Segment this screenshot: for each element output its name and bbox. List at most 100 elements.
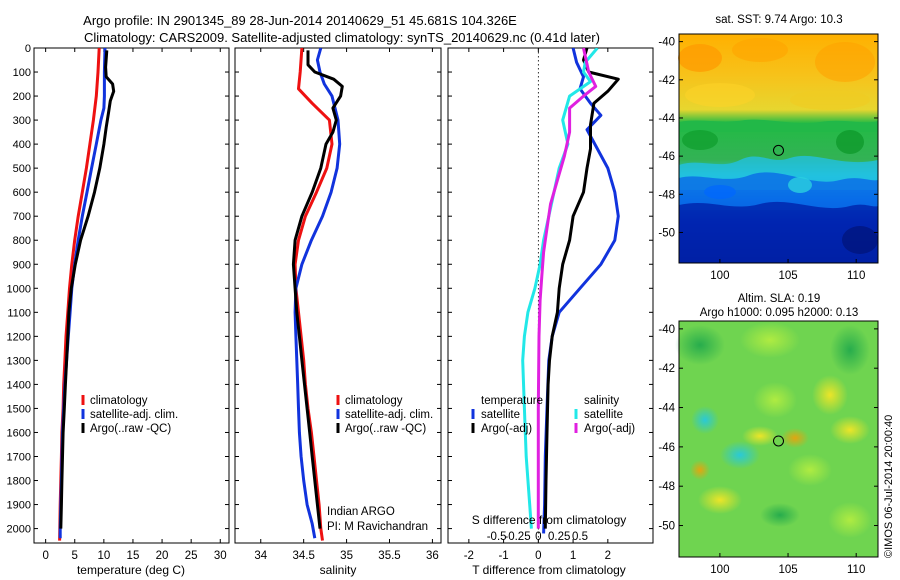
argo-location-marker [773,144,784,156]
legend-title-temperature: temperature [481,395,543,407]
legend-label: satellite-adj. clim. [90,409,178,421]
x-tick-label: 5 [72,550,78,562]
x-tick-label: 25 [185,550,198,562]
sst-map-frame [678,33,879,264]
latitude-label: -50 [658,227,675,239]
latitude-label: -44 [658,113,675,125]
legend-label: climatology [345,395,403,407]
depth-tick-label: 600 [13,187,31,199]
x-tick-label: 0 [535,550,541,562]
x-tick-label: 35 [340,550,353,562]
longitude-label: 110 [847,270,865,282]
salinity-annotation-line-1: Indian ARGO [327,506,395,518]
temperature-lines [58,48,116,541]
depth-tick-label: 400 [13,139,31,151]
x-tick-label: 35.5 [378,550,400,562]
legend-label: Argo(-adj) [584,423,635,435]
title-line-1: Argo profile: IN 2901345_89 28-Jun-2014 … [83,13,517,28]
sst-map-title: sat. SST: 9.74 Argo: 10.3 [715,14,842,26]
s-tick-label: 0.25 [548,531,570,543]
sla-map-panel: Altim. SLA: 0.19 Argo h1000: 0.095 h2000… [658,293,879,576]
latitude-label: -40 [658,324,675,336]
depth-tick-label: 1100 [7,307,31,319]
temperature-xlabel: temperature (deg C) [77,563,185,577]
temperature-axes [33,47,230,544]
argo-location-marker [773,435,784,447]
legend-label: Argo(..raw -QC) [90,423,171,435]
depth-tick-label: 1700 [7,451,31,463]
latitude-label: -44 [658,403,675,415]
longitude-label: 110 [847,564,865,576]
sst-map-axes: -40 -42 -44 -46 -48 -50 100 105 110 [658,37,878,282]
latitude-label: -46 [658,151,675,163]
legend-label: Argo(..raw -QC) [345,423,426,435]
s-tick-label: 0.5 [572,531,588,543]
depth-tick-label: 1400 [7,379,31,391]
difference-legend: temperature salinity satellite Argo(-adj) sa… [471,395,635,435]
x-tick-label: 0 [42,550,48,562]
depth-tick-label: 1000 [7,283,31,295]
series-line-3 [59,50,116,529]
depth-tick-label: 1200 [7,331,31,343]
legend-label: satellite [584,409,623,421]
latitude-label: -42 [658,363,675,375]
legend-label: satellite [481,409,520,421]
longitude-label: 105 [778,270,797,282]
sla-map-frame [678,320,879,558]
t-difference-xlabel: T difference from climatology [472,563,626,577]
depth-tick-label: 100 [13,67,31,79]
legend-label: satellite-adj. clim. [345,409,433,421]
x-tick-label: 36 [426,550,439,562]
temperature-legend: climatology satellite-adj. clim. Argo(..ra… [81,395,178,435]
depth-tick-label: 500 [13,163,31,175]
sla-map-axes: -40 -42 -44 -46 -48 -50 100 105 110 [658,324,878,576]
series-line-3 [291,50,344,529]
difference-lines [521,48,620,534]
imos-credit: ©IMOS 06-Jul-2014 20:00:40 [883,415,895,558]
latitude-label: -42 [658,75,675,87]
x-tick-label: 34.5 [292,550,314,562]
depth-tick-label: 700 [13,211,31,223]
longitude-label: 100 [710,270,729,282]
series-line-4 [536,48,598,529]
salinity-axis: 34 34.5 35 35.5 36 [235,47,441,562]
depth-tick-label: 300 [13,115,31,127]
salinity-lines [291,48,344,541]
s-tick-label: -0.5 [487,531,507,543]
depth-tick-label: 800 [13,235,31,247]
depth-tick-label: 2000 [7,524,31,536]
temperature-panel: 0100200300400500600700800900100011001200… [7,43,230,577]
x-tick-label: -1 [498,550,508,562]
salinity-panel: 34 34.5 35 35.5 36 climatology satellite-adj.… [234,47,442,577]
legend-label: Argo(-adj) [481,423,532,435]
x-tick-label: 15 [127,550,140,562]
depth-tick-label: 1800 [7,476,31,488]
depth-tick-label: 1900 [7,500,31,512]
salinity-xlabel: salinity [320,563,357,577]
x-tick-label: 2 [605,550,611,562]
x-tick-label: 20 [156,550,169,562]
sst-map-image [678,34,878,263]
s-difference-label: S difference from climatology [472,513,627,527]
latitude-label: -50 [658,521,675,533]
depth-tick-label: 1500 [7,403,31,415]
s-tick-label: -0.25 [504,531,530,543]
sla-map-title-line-2: Argo h1000: 0.095 h2000: 0.13 [700,307,859,319]
x-tick-label: 10 [97,550,110,562]
longitude-label: 105 [778,564,797,576]
latitude-label: -48 [658,189,675,201]
legend-label: climatology [90,395,148,407]
depth-axis: 0100200300400500600700800900100011001200… [7,43,229,562]
latitude-label: -48 [658,481,675,493]
difference-panel: -2 -1 0 1 2-0.5-0.25 0 0.25 0.5 temperature sali… [447,47,654,577]
series-line-2 [543,48,620,529]
sla-map-title-line-1: Altim. SLA: 0.19 [738,293,820,305]
legend-title-salinity: salinity [584,395,619,407]
depth-tick-label: 1300 [7,355,31,367]
depth-tick-label: 1600 [7,427,31,439]
depth-tick-label: 0 [25,43,31,55]
latitude-label: -46 [658,442,675,454]
longitude-label: 100 [710,564,729,576]
salinity-legend: climatology satellite-adj. clim. Argo(..ra… [336,395,433,435]
